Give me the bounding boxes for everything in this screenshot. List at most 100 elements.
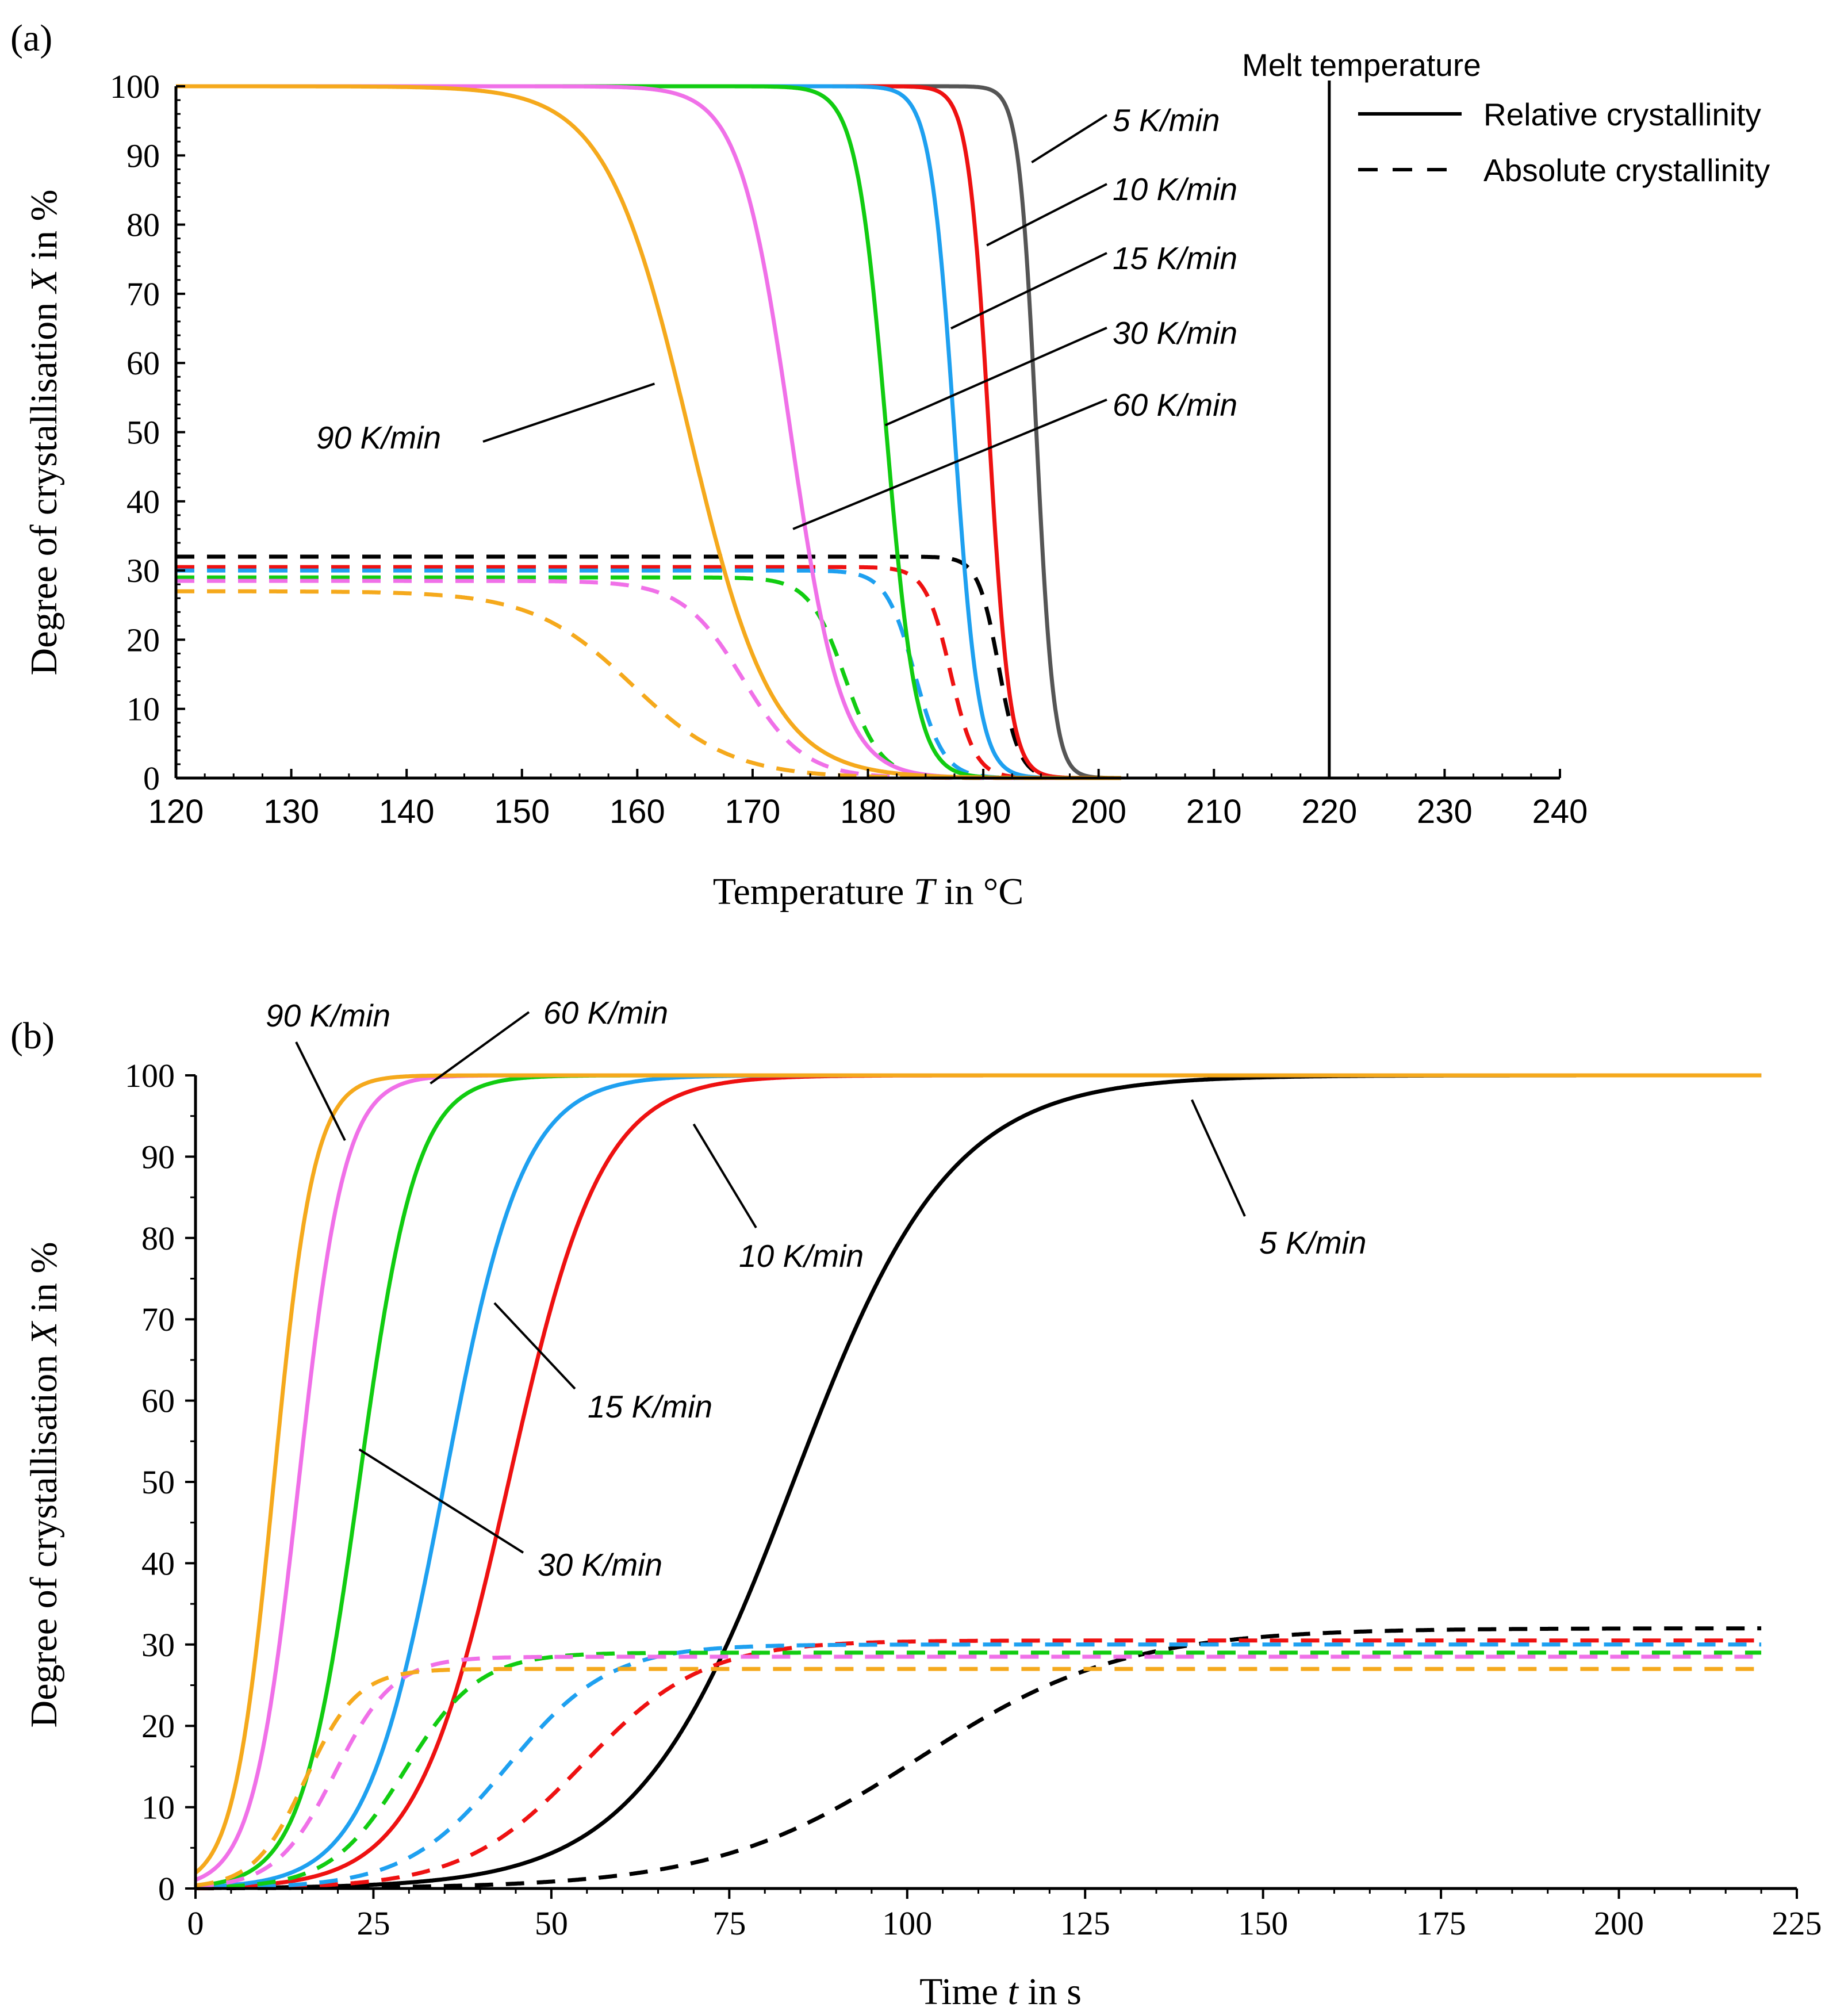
- y-tick-label: 30: [126, 552, 160, 589]
- annotation-label-a-30: 30 K/min: [1113, 315, 1237, 351]
- x-tick-label: 25: [356, 1905, 390, 1942]
- annotation-label-a-60: 60 K/min: [1113, 387, 1237, 423]
- x-tick-label: 175: [1416, 1905, 1466, 1942]
- annotation-label-a-15: 15 K/min: [1113, 240, 1237, 276]
- annotation-leader-line: [1031, 114, 1108, 164]
- x-tick-label: 170: [725, 793, 781, 830]
- y-tick-label: 80: [141, 1220, 175, 1257]
- x-tick-label: 190: [956, 793, 1011, 830]
- x-tick-label: 75: [712, 1905, 746, 1942]
- annotation-label-b-60: 60 K/min: [543, 995, 668, 1031]
- y-tick-label: 10: [126, 691, 160, 728]
- x-tick-label: 120: [148, 793, 204, 830]
- x-tick-label: 240: [1532, 793, 1588, 830]
- panel-a-label: (a): [10, 17, 52, 59]
- absolute-crystallinity-line-60k: [195, 1654, 1762, 1888]
- y-tick-label: 50: [141, 1464, 175, 1501]
- x-tick-label: 130: [263, 793, 319, 830]
- y-tick-label: 0: [158, 1870, 175, 1907]
- x-tick-label: 50: [535, 1905, 568, 1942]
- y-tick-label: 40: [126, 483, 160, 520]
- annotation-leader-line: [358, 1448, 524, 1554]
- y-tick-label: 20: [141, 1707, 175, 1745]
- melt-temperature-label: Melt temperature: [1242, 47, 1481, 83]
- y-tick-label: 100: [110, 68, 160, 105]
- annotation-label-b-5: 5 K/min: [1259, 1225, 1366, 1261]
- panel-b-plot-area: [194, 1073, 1762, 1891]
- panel-a-y-axis-title: Degree of crystallisation X in %: [23, 190, 65, 676]
- annotation-label-a-10: 10 K/min: [1113, 171, 1237, 207]
- annotation-leader-line: [884, 327, 1107, 427]
- panel-a-legend: Relative crystallinity Absolute crystall…: [1358, 97, 1770, 188]
- x-tick-label: 230: [1417, 793, 1473, 830]
- x-tick-label: 225: [1772, 1905, 1822, 1942]
- panel-b-axes: [194, 1075, 1797, 1890]
- annotation-label-b-10: 10 K/min: [739, 1238, 864, 1274]
- y-tick-label: 60: [141, 1382, 175, 1420]
- y-tick-label: 50: [126, 414, 160, 451]
- y-tick-label: 30: [141, 1626, 175, 1664]
- annotation-leader-line: [1191, 1099, 1246, 1217]
- y-tick-label: 90: [141, 1138, 175, 1175]
- x-tick-label: 150: [494, 793, 550, 830]
- x-tick-label: 160: [609, 793, 665, 830]
- panel-b-annotations: 90 K/min 60 K/min 10 K/min 5 K/min 15 K/…: [266, 995, 1366, 1583]
- y-tick-label: 60: [126, 344, 160, 382]
- panel-a: (a) 120 130 140 150 160 170 180 190 200 210 220 230…: [10, 17, 1770, 913]
- panel-b-y-axis-title: Degree of crystallisation X in %: [23, 1242, 65, 1728]
- absolute-crystallinity-line-90k: [195, 1667, 1762, 1888]
- annotation-leader-line: [430, 1011, 530, 1085]
- annotation-label-b-90: 90 K/min: [266, 998, 390, 1033]
- y-tick-label: 70: [141, 1301, 175, 1338]
- x-tick-label: 150: [1238, 1905, 1288, 1942]
- absolute-crystallinity-line-30k: [176, 575, 1121, 780]
- panel-a-ticks: 120 130 140 150 160 170 180 190 200 210 220 230 240 0…: [110, 68, 1588, 830]
- panel-b: (b) 0 25 50 75 100 125 150 175 200 225 0 10 20 30 40 50…: [10, 995, 1822, 2013]
- x-tick-label: 100: [882, 1905, 932, 1942]
- panel-a-annotations: 5 K/min 10 K/min 15 K/min 30 K/min 60 K/…: [316, 102, 1237, 530]
- y-tick-label: 10: [141, 1789, 175, 1826]
- annotation-label-b-15: 15 K/min: [588, 1389, 712, 1424]
- x-tick-label: 140: [379, 793, 435, 830]
- annotation-label-a-5: 5 K/min: [1113, 102, 1220, 138]
- y-tick-label: 90: [126, 137, 160, 174]
- x-tick-label: 125: [1060, 1905, 1110, 1942]
- annotation-label-a-90: 90 K/min: [316, 420, 441, 455]
- absolute-crystallinity-line-90k: [176, 589, 1121, 780]
- panel-b-label: (b): [10, 1015, 55, 1057]
- y-tick-label: 40: [141, 1545, 175, 1582]
- panel-a-x-axis-title: Temperature T in °C: [713, 871, 1024, 913]
- absolute-crystallinity-line-15k: [176, 568, 1121, 780]
- relative-crystallinity-line-10k: [195, 1073, 1762, 1890]
- absolute-crystallinity-line-10k: [195, 1638, 1762, 1890]
- x-tick-label: 220: [1301, 793, 1357, 830]
- x-tick-label: 200: [1071, 793, 1126, 830]
- annotation-leader-line: [950, 252, 1107, 330]
- annotation-label-b-30: 30 K/min: [538, 1547, 662, 1583]
- legend-relative-label: Relative crystallinity: [1483, 97, 1761, 132]
- y-tick-label: 70: [126, 275, 160, 313]
- y-tick-label: 0: [143, 760, 160, 797]
- annotation-leader-line: [482, 382, 655, 443]
- annotation-leader-line: [295, 1041, 346, 1141]
- x-tick-label: 200: [1594, 1905, 1644, 1942]
- y-tick-label: 20: [126, 621, 160, 658]
- y-tick-label: 80: [126, 206, 160, 244]
- annotation-leader-line: [792, 399, 1107, 530]
- relative-crystallinity-line-5k: [195, 1073, 1577, 1890]
- absolute-crystallinity-line-60k: [176, 579, 1121, 780]
- annotation-leader-line: [493, 1302, 576, 1390]
- y-tick-label: 100: [125, 1057, 175, 1094]
- panel-b-ticks: 0 25 50 75 100 125 150 175 200 225 0 10 20 30 40 50 60 70…: [125, 1057, 1822, 1942]
- annotation-leader-line: [986, 183, 1107, 247]
- relative-crystallinity-line-90k: [194, 1073, 1762, 1875]
- x-tick-label: 180: [840, 793, 896, 830]
- x-tick-label: 0: [187, 1905, 204, 1942]
- x-tick-label: 210: [1186, 793, 1242, 830]
- legend-absolute-label: Absolute crystallinity: [1483, 152, 1770, 188]
- absolute-crystallinity-line-5k: [195, 1626, 1762, 1891]
- absolute-crystallinity-line-30k: [195, 1650, 1762, 1890]
- absolute-crystallinity-line-10k: [176, 565, 1121, 780]
- annotation-leader-line: [692, 1123, 757, 1229]
